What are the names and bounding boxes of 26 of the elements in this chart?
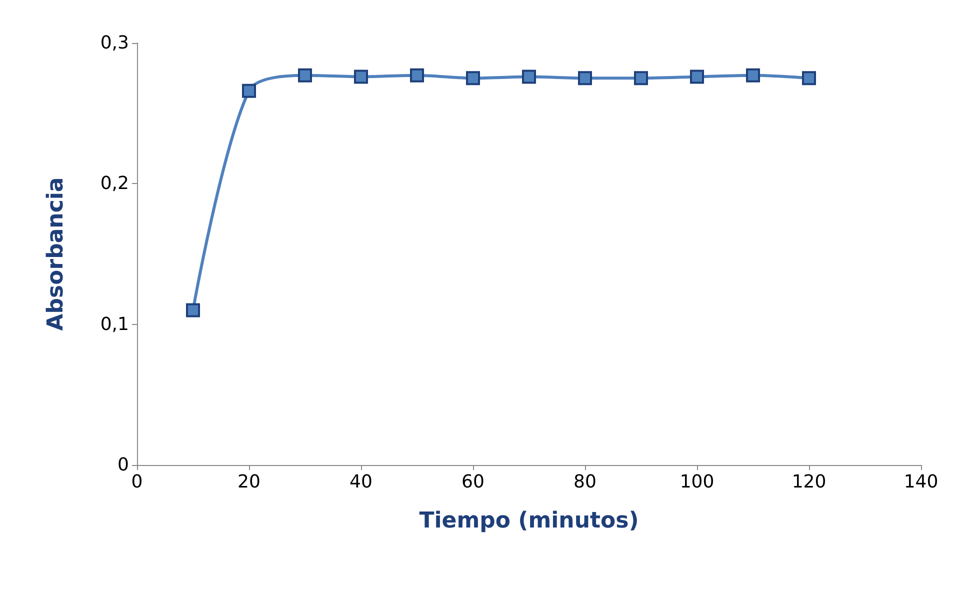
point [746, 68, 760, 82]
point [186, 303, 200, 318]
point [466, 71, 480, 86]
y-tick-label: 0 [118, 454, 129, 476]
point [354, 70, 368, 84]
point [802, 71, 816, 86]
point [578, 71, 592, 86]
point [522, 70, 536, 84]
x-tick-label: 100 [680, 472, 714, 492]
x-tick-label: 120 [792, 472, 826, 492]
point [690, 70, 704, 84]
point [298, 68, 312, 82]
point [242, 84, 256, 98]
x-tick-label: 140 [904, 472, 938, 492]
y-tick-label: 0,2 [100, 173, 129, 194]
x-tick-label: 20 [238, 472, 260, 492]
y-axis-title: Absorbancia [44, 177, 68, 331]
point [634, 71, 648, 86]
x-tick-label: 80 [574, 472, 596, 492]
y-tick-label: 0,3 [100, 32, 129, 54]
x-tick-label: 40 [350, 472, 372, 492]
y-tick-label: 0,1 [100, 314, 129, 335]
x-axis-title: Tiempo (minutos) [419, 508, 639, 534]
x-tick-label: 0 [131, 472, 143, 492]
point [410, 68, 424, 82]
x-tick-label: 60 [462, 472, 484, 492]
